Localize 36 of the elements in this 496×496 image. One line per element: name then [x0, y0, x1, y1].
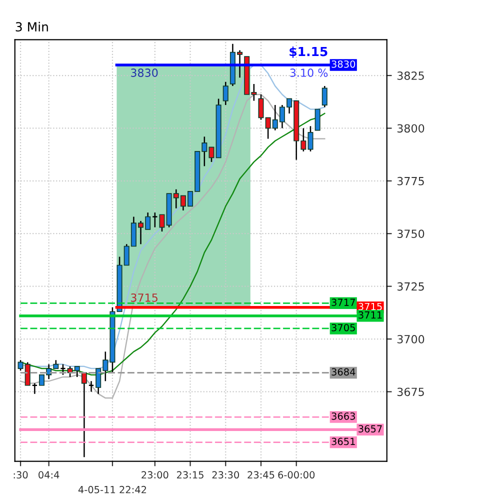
y-tick-label: 3725: [397, 282, 424, 291]
ref-line-label: 3705: [332, 324, 355, 332]
ref-line-label: 3715: [358, 302, 382, 310]
ref-line-label: 3663: [332, 412, 355, 420]
x-tick-label: 6-00:00: [278, 471, 315, 479]
annotation: 3830: [131, 68, 158, 77]
ref-line-label: 3830: [332, 60, 356, 68]
x-tick-label: 23:00: [142, 471, 168, 479]
chart-title: 3 Min: [16, 22, 48, 32]
y-tick-label: 3675: [397, 388, 424, 396]
y-tick-label: 3825: [397, 71, 424, 80]
ref-line-label: 3651: [332, 438, 355, 446]
candlestick: [159, 214, 165, 232]
x-tick-label: :30: [14, 471, 28, 479]
annotation: 3.10 %: [290, 68, 328, 77]
ref-line-label: 3711: [358, 311, 382, 319]
x-tick-label: 23:45: [248, 471, 274, 479]
x-tick-label: 23:30: [212, 471, 239, 479]
candlestick: [314, 108, 320, 131]
x-tick-label: 4-05-11 22:42: [78, 486, 146, 494]
ref-line-label: 3717: [332, 298, 355, 306]
candlestick: [152, 212, 158, 228]
x-tick-label: 23:15: [176, 471, 204, 479]
annotation: 3715: [131, 293, 158, 302]
y-tick-label: 3775: [397, 176, 424, 186]
y-tick-label: 3800: [397, 124, 424, 133]
ref-line-label: 3657: [358, 425, 382, 432]
candlestick: [222, 81, 228, 106]
candlestick: [81, 372, 87, 458]
candlestick: [258, 94, 264, 120]
candlestick: [322, 85, 328, 108]
y-tick-label: 3750: [397, 230, 424, 238]
x-tick-label: 04:4: [38, 471, 60, 479]
annotation: $1.15: [290, 46, 328, 58]
ref-line-label: 3684: [332, 368, 356, 376]
y-tick-label: 3700: [397, 334, 424, 344]
